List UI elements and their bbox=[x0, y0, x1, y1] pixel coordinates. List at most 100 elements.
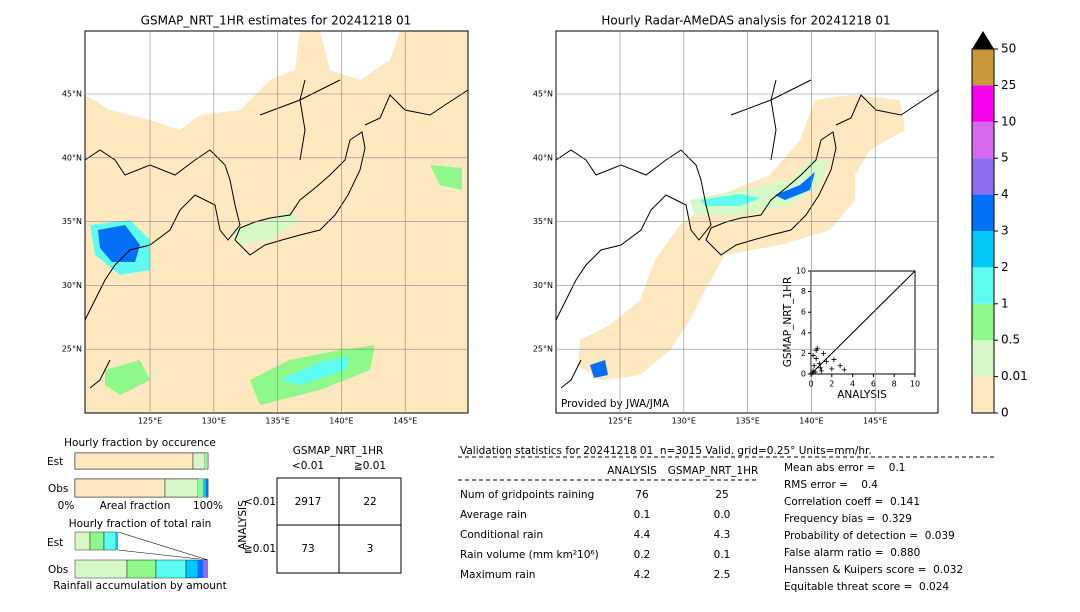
score: Mean abs error = 0.1 bbox=[784, 462, 905, 474]
colorbar-label: 3 bbox=[1001, 224, 1009, 238]
score: False alarm ratio = 0.880 bbox=[784, 547, 920, 559]
segment bbox=[116, 532, 118, 550]
segment bbox=[89, 531, 105, 551]
chart-title: Hourly fraction by occurence bbox=[64, 437, 216, 449]
colorbar-segment bbox=[972, 158, 994, 195]
y-tick-label: 8 bbox=[801, 287, 806, 296]
column-label: <0.01 bbox=[292, 460, 324, 472]
colorbar-segment bbox=[972, 49, 994, 86]
rain-area bbox=[590, 360, 608, 378]
colorbar-segment bbox=[972, 267, 994, 304]
cell: 73 bbox=[301, 543, 314, 555]
rain-area bbox=[430, 165, 462, 190]
map-title: Hourly Radar-AMeDAS analysis for 2024121… bbox=[601, 14, 890, 28]
point bbox=[812, 369, 818, 375]
score: Hanssen & Kuipers score = 0.032 bbox=[784, 564, 963, 576]
cell: 3 bbox=[367, 543, 374, 555]
lat-label: 40°N bbox=[62, 153, 82, 162]
map-title: GSMAP_NRT_1HR estimates for 20241218 01 bbox=[141, 14, 412, 28]
cell: 0.1 bbox=[634, 509, 651, 521]
diagonal bbox=[810, 270, 916, 375]
column-label: ≧0.01 bbox=[354, 460, 386, 472]
cell: 0.2 bbox=[634, 549, 651, 561]
lon-label: 125°E bbox=[608, 417, 632, 426]
point bbox=[810, 368, 816, 374]
point bbox=[831, 357, 837, 363]
colorbar-label: 1 bbox=[1001, 296, 1009, 310]
rain-area bbox=[280, 356, 350, 385]
score: Frequency bias = 0.329 bbox=[784, 513, 912, 525]
point bbox=[813, 356, 819, 362]
y-tick-label: 4 bbox=[801, 328, 806, 337]
y-axis-label: GSMAP_NRT_1HR bbox=[782, 277, 794, 368]
point bbox=[829, 366, 835, 372]
segment bbox=[103, 531, 117, 551]
segment bbox=[74, 559, 128, 579]
colorbar-segment bbox=[972, 85, 994, 122]
cell: 2917 bbox=[295, 496, 322, 508]
lon-label: 130°E bbox=[202, 417, 226, 426]
row-label: Obs bbox=[48, 483, 68, 495]
segment bbox=[206, 479, 208, 497]
x-tick-label: 0 bbox=[808, 380, 813, 389]
row-label: <0.01 bbox=[244, 496, 276, 508]
cell: 22 bbox=[363, 496, 376, 508]
rain-area bbox=[105, 360, 150, 395]
segment bbox=[74, 478, 166, 498]
y-tick-label: 6 bbox=[801, 308, 806, 317]
cell: 2.5 bbox=[714, 569, 731, 581]
point bbox=[810, 352, 816, 358]
row-label: Rain volume (mm km²10⁶) bbox=[460, 549, 599, 561]
x-tick-label: 2 bbox=[829, 380, 834, 389]
point bbox=[837, 363, 843, 369]
colorbar-segment bbox=[972, 340, 994, 377]
colorbar-segment bbox=[972, 121, 994, 159]
cell: 4.3 bbox=[714, 529, 731, 541]
row-label: ≧0.01 bbox=[244, 543, 276, 555]
rain-area bbox=[230, 212, 300, 245]
point bbox=[818, 368, 824, 374]
lat-label: 35°N bbox=[62, 217, 82, 226]
axis-label: 0% bbox=[58, 500, 75, 512]
score: Probability of detection = 0.039 bbox=[784, 530, 955, 542]
lon-label: 145°E bbox=[863, 417, 887, 426]
score: Correlation coeff = 0.141 bbox=[784, 496, 920, 508]
cell: 4.2 bbox=[634, 569, 651, 581]
lon-label: 135°E bbox=[735, 417, 759, 426]
lat-label: 25°N bbox=[62, 345, 82, 354]
lon-label: 125°E bbox=[138, 417, 162, 426]
segment bbox=[203, 479, 206, 497]
column-label: GSMAP_NRT_1HR bbox=[668, 465, 759, 477]
lat-label: 25°N bbox=[533, 345, 553, 354]
colorbar-label: 0 bbox=[1001, 406, 1009, 420]
lat-label: 40°N bbox=[533, 153, 553, 162]
y-tick-label: 10 bbox=[796, 267, 806, 276]
lat-label: 30°N bbox=[62, 281, 82, 290]
rain-area bbox=[98, 225, 140, 262]
connector bbox=[117, 531, 209, 561]
lon-label: 140°E bbox=[329, 417, 353, 426]
cell: 0.1 bbox=[714, 549, 731, 561]
row-label: Est bbox=[47, 456, 63, 468]
fraction-charts: Hourly fraction by occurence Est Obs 0% … bbox=[47, 437, 227, 592]
lat-label: 45°N bbox=[62, 90, 82, 99]
colorbar-label: 0.5 bbox=[1001, 333, 1020, 347]
colorbar-label: 5 bbox=[1001, 151, 1009, 165]
point bbox=[814, 345, 820, 351]
colorbar-segment bbox=[972, 231, 994, 268]
x-axis-label: ANALYSIS bbox=[837, 389, 887, 401]
x-tick-label: 8 bbox=[892, 380, 897, 389]
lon-label: 145°E bbox=[393, 417, 417, 426]
segment bbox=[164, 478, 199, 498]
colorbar-label: 4 bbox=[1001, 187, 1009, 201]
cell: 0.0 bbox=[714, 509, 731, 521]
segment bbox=[155, 559, 187, 579]
map-frame bbox=[84, 30, 469, 414]
credit: Provided by JWA/JMA bbox=[561, 398, 670, 410]
lat-label: 45°N bbox=[533, 90, 553, 99]
point bbox=[817, 365, 823, 371]
lon-label: 130°E bbox=[672, 417, 696, 426]
colorbar-segment bbox=[972, 376, 994, 413]
segment bbox=[205, 453, 207, 469]
